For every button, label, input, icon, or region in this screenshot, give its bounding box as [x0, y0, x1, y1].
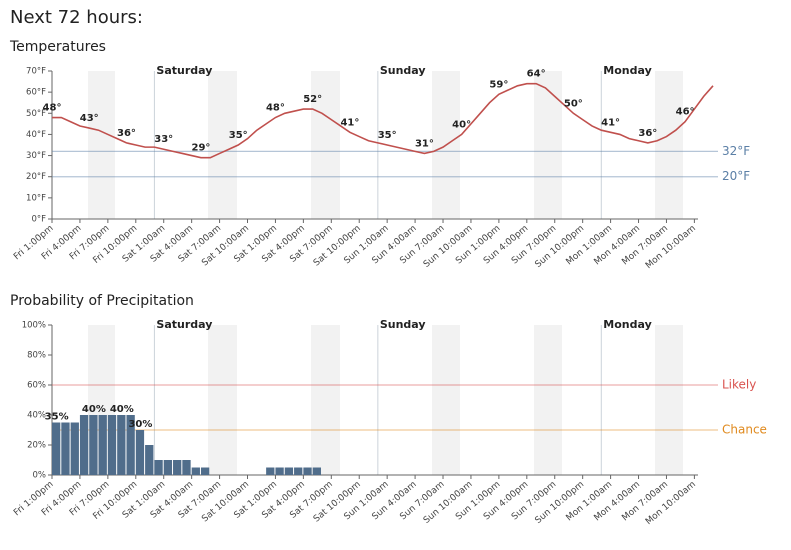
bar	[182, 460, 191, 475]
data-label: 29°	[191, 143, 210, 154]
data-label: 31°	[415, 138, 434, 149]
data-label: 40%	[110, 404, 134, 415]
bar	[107, 415, 117, 475]
x-tick-label: Sun 10:00am	[422, 224, 475, 270]
bar	[266, 467, 275, 475]
data-label: 36°	[117, 128, 136, 139]
y-tick-label: 0°F	[31, 215, 46, 225]
bar	[275, 467, 284, 475]
data-label: 35%	[45, 412, 69, 423]
y-tick-label: 60%	[27, 381, 46, 391]
bar	[154, 460, 163, 475]
x-tick-label: Mon 10:00am	[644, 224, 698, 272]
y-tick-label: 40°F	[26, 130, 46, 140]
bar	[70, 422, 79, 475]
bar	[98, 415, 107, 475]
y-tick-label: 40%	[27, 411, 46, 421]
day-label: Monday	[603, 318, 651, 331]
data-label: 33°	[154, 134, 173, 145]
x-tick-label: Sun 10:00am	[422, 480, 475, 526]
reference-label: 32°F	[722, 144, 750, 158]
bar	[117, 415, 126, 475]
night-band	[208, 71, 237, 219]
page-title: Next 72 hours:	[10, 7, 143, 28]
data-label: 41°	[340, 117, 359, 128]
y-tick-label: 50°F	[26, 109, 46, 119]
bar	[89, 415, 98, 475]
data-label: 36°	[638, 128, 657, 139]
day-label: Monday	[603, 64, 651, 77]
reference-label: Likely	[722, 378, 756, 392]
bar	[79, 415, 89, 475]
bar	[135, 430, 145, 475]
bar	[163, 460, 173, 475]
data-label: 64°	[527, 69, 546, 80]
bar	[61, 422, 70, 475]
data-label: 35°	[378, 130, 397, 141]
y-tick-label: 20%	[27, 441, 46, 451]
chart-title: Temperatures	[9, 39, 106, 55]
data-label: 48°	[43, 103, 62, 114]
day-label: Saturday	[156, 318, 212, 331]
bar	[126, 415, 135, 475]
data-label: 40°	[452, 119, 471, 130]
bar	[200, 467, 210, 475]
y-tick-label: 30°F	[26, 151, 46, 161]
data-label: 52°	[303, 94, 322, 105]
night-band	[88, 71, 115, 219]
x-tick-label: Mon 10:00am	[644, 480, 698, 528]
night-band	[655, 71, 683, 219]
data-label: 43°	[80, 113, 99, 124]
reference-label: Chance	[722, 423, 767, 437]
data-label: 50°	[564, 98, 583, 109]
night-band	[208, 325, 237, 475]
data-label: 48°	[266, 103, 285, 114]
data-label: 59°	[489, 79, 508, 90]
bar	[191, 467, 200, 475]
night-band	[432, 325, 460, 475]
data-label: 30%	[128, 419, 152, 430]
night-band	[655, 325, 683, 475]
y-tick-label: 100%	[22, 321, 46, 331]
bar	[173, 460, 182, 475]
data-label: 46°	[676, 107, 695, 118]
bar	[294, 467, 303, 475]
bar	[303, 467, 312, 475]
day-label: Sunday	[380, 64, 426, 77]
y-tick-label: 20°F	[26, 172, 46, 182]
temperature-line	[52, 82, 714, 159]
y-tick-label: 80%	[27, 351, 46, 361]
bar	[145, 445, 154, 475]
y-tick-label: 10°F	[26, 193, 46, 203]
x-tick-label: Sun 10:00pm	[534, 480, 587, 526]
y-tick-label: 0%	[33, 471, 47, 481]
bar	[52, 422, 61, 475]
day-label: Saturday	[156, 64, 212, 77]
night-band	[534, 325, 562, 475]
bar	[284, 467, 294, 475]
night-band	[534, 71, 562, 219]
data-label: 35°	[229, 130, 248, 141]
night-band	[311, 71, 340, 219]
night-band	[311, 325, 340, 475]
x-tick-label: Sun 10:00pm	[534, 224, 587, 270]
reference-label: 20°F	[722, 169, 750, 183]
y-tick-label: 60°F	[26, 88, 46, 98]
y-tick-label: 70°F	[26, 67, 46, 77]
data-label: 41°	[601, 117, 620, 128]
chart-title: Probability of Precipitation	[10, 293, 194, 309]
day-label: Sunday	[380, 318, 426, 331]
bar	[312, 467, 321, 475]
data-label: 40%	[82, 404, 106, 415]
